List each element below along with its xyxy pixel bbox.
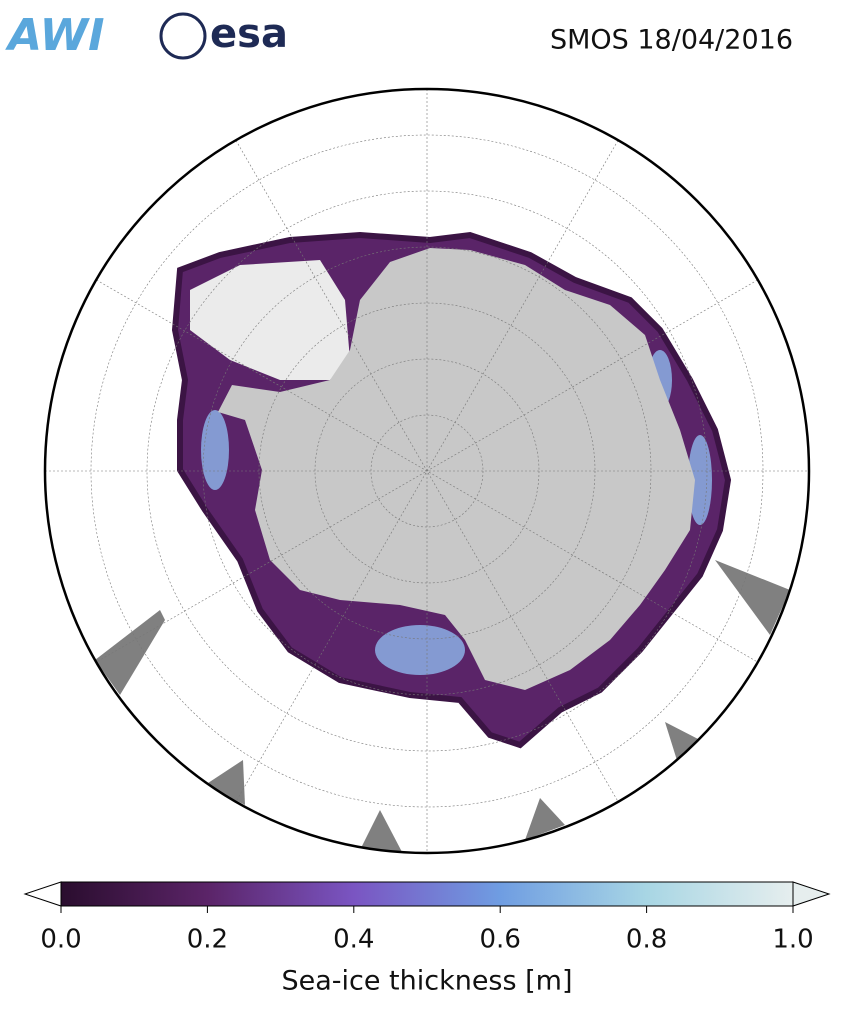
- esa-logo: esa: [210, 11, 288, 57]
- colorbar-tick-label: 0.6: [480, 925, 521, 955]
- esa-emblem: [159, 12, 207, 60]
- antarctica: [218, 248, 695, 690]
- colorbar-extend-high: [792, 881, 831, 907]
- map-border: [43, 87, 811, 855]
- ice-shelf: [190, 260, 350, 380]
- colorbar: [23, 881, 831, 907]
- colorbar-tick-label: 0.8: [626, 925, 667, 955]
- colorbar-tick-label: 0.2: [187, 925, 228, 955]
- map-area: [45, 89, 809, 853]
- colorbar-tick-label: 0.4: [333, 925, 374, 955]
- colorbar-tick-label: 0.0: [40, 925, 81, 955]
- title: SMOS 18/04/2016: [550, 25, 793, 56]
- colorbar-tick-label: 1.0: [772, 925, 813, 955]
- colorbar-extend-low: [23, 881, 62, 907]
- colorbar-label: Sea-ice thickness [m]: [281, 966, 572, 997]
- graticule: [45, 89, 809, 853]
- thick-ice-patches: [201, 350, 712, 675]
- land-outliers: [95, 560, 790, 852]
- colorbar-gradient: [60, 881, 794, 907]
- awi-logo: AWI: [5, 10, 105, 61]
